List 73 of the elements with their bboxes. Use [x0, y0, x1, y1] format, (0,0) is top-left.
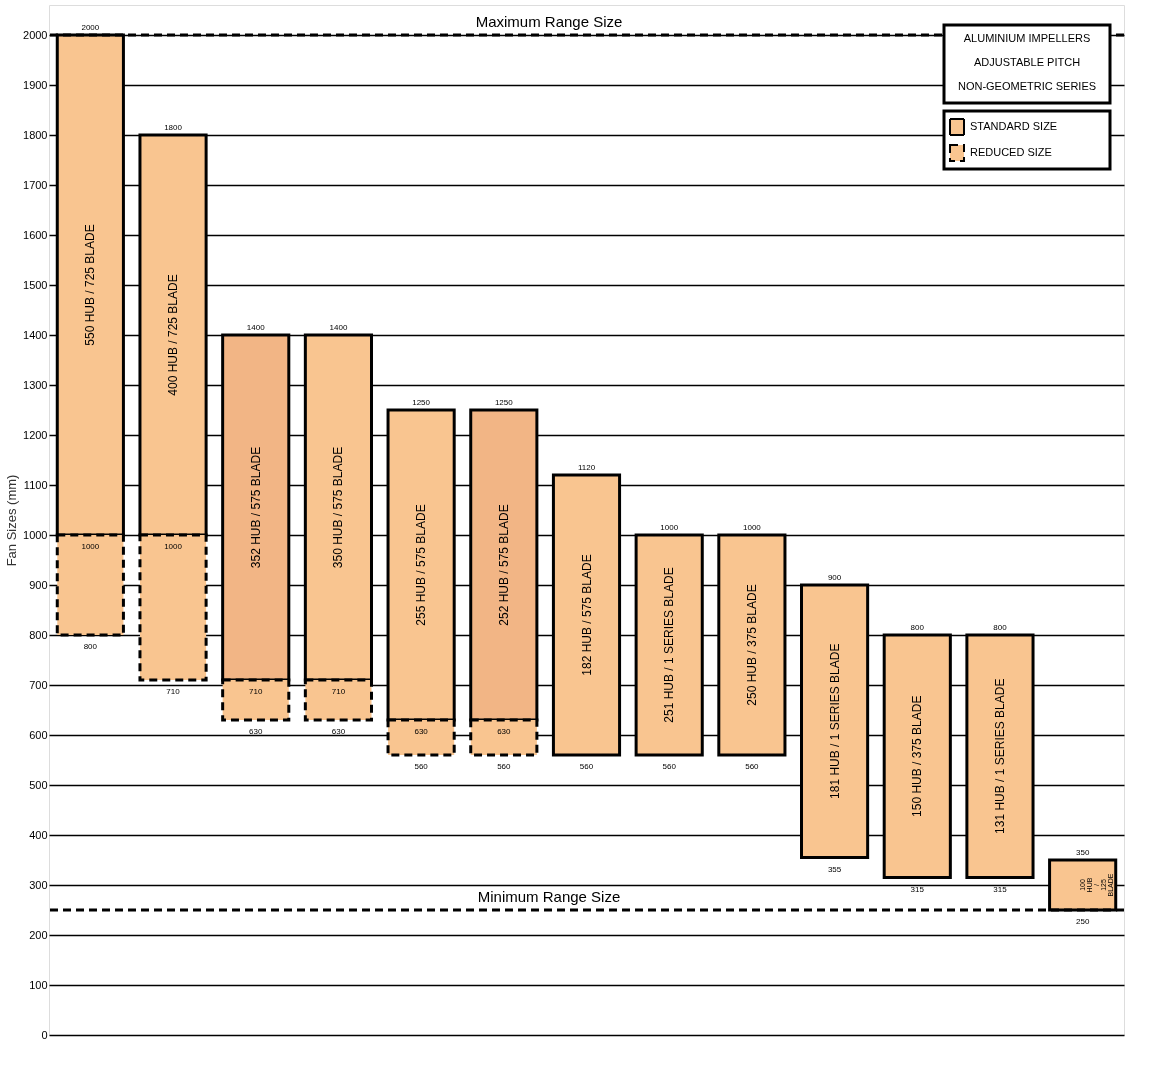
- y-tick-label: 1900: [23, 78, 48, 91]
- ref-line-label: Maximum Range Size: [475, 13, 623, 30]
- annotation: 710: [249, 687, 263, 696]
- annotation: 560: [745, 762, 760, 771]
- annotation: 1800: [164, 123, 183, 132]
- legend-label: REDUCED SIZE: [970, 146, 1052, 158]
- annotation: 2000: [81, 23, 100, 32]
- annotation: 560: [497, 762, 512, 771]
- annotation: 1000: [742, 523, 762, 532]
- annotation: 315: [993, 884, 1008, 894]
- annotation: 355: [827, 864, 842, 874]
- annotation: ADJUSTABLE PITCH: [973, 56, 1081, 68]
- annotation: 560: [662, 762, 677, 771]
- annotation: 800: [83, 642, 98, 651]
- annotation: 630: [497, 727, 512, 736]
- annotation: 900: [827, 573, 842, 582]
- annotation: ALUMINIUM IMPELLERS: [963, 32, 1091, 44]
- y-tick-label: 800: [29, 628, 48, 641]
- y-tick-label: 1800: [23, 128, 48, 141]
- annotation: 315: [910, 884, 925, 894]
- annotation: 800: [910, 623, 925, 632]
- x-tick-label: 352 HUB / 575 BLADE: [248, 446, 263, 569]
- annotation: 1400: [246, 323, 266, 332]
- y-tick-label: 1000: [23, 528, 48, 541]
- y-tick-label: 1200: [23, 428, 48, 441]
- y-tick-label: 1400: [23, 328, 48, 341]
- y-axis-title: Fan Sizes (mm): [4, 474, 20, 567]
- ref-line-label: Minimum Range Size: [477, 888, 621, 905]
- annotation: 350: [1075, 848, 1090, 857]
- legend-label: STANDARD SIZE: [970, 120, 1058, 132]
- x-tick-label: 400 HUB / 725 BLADE: [166, 274, 181, 396]
- annotation: NON-GEOMETRIC SERIES: [957, 80, 1097, 92]
- x-tick-label: 255 HUB / 575 BLADE: [414, 504, 429, 626]
- annotation: 1400: [329, 323, 348, 332]
- y-tick-label: 600: [29, 728, 48, 741]
- y-tick-label: 1700: [23, 178, 48, 191]
- x-tick-label: 550 HUB / 725 BLADE: [83, 224, 98, 346]
- x-tick-label: 250 HUB / 375 BLADE: [744, 584, 759, 706]
- x-tick-label: 182 HUB / 575 BLADE: [579, 554, 594, 676]
- y-tick-label: 500: [29, 778, 48, 791]
- x-tick-label: 251 HUB / 1 SERIES BLADE: [662, 567, 677, 723]
- annotation: 1120: [577, 463, 596, 472]
- annotation: 1000: [81, 542, 100, 551]
- annotation: 630: [414, 727, 429, 736]
- annotation: 1000: [660, 523, 679, 532]
- y-tick-label: 1500: [23, 278, 48, 291]
- x-tick-label: 252 HUB / 575 BLADE: [496, 504, 511, 626]
- y-tick-label: 1300: [23, 378, 48, 391]
- y-tick-label: 100: [29, 978, 48, 991]
- annotation: 630: [331, 727, 346, 736]
- annotation: 1250: [412, 398, 431, 407]
- y-tick-label: 700: [29, 678, 48, 691]
- annotation: 1250: [494, 398, 514, 407]
- y-tick-label: 1600: [23, 228, 48, 241]
- annotation: 1000: [164, 542, 183, 551]
- y-tick-label: 200: [29, 928, 48, 941]
- x-tick-label: 131 HUB / 1 SERIES BLADE: [992, 678, 1007, 834]
- y-tick-label: 900: [29, 578, 48, 591]
- x-tick-label: 181 HUB / 1 SERIES BLADE: [827, 643, 842, 799]
- y-tick-label: 2000: [23, 28, 48, 41]
- y-tick-label: 0: [41, 1028, 48, 1041]
- annotation: 250: [1075, 917, 1090, 926]
- annotation: 710: [166, 687, 181, 696]
- annotation: 630: [249, 727, 263, 736]
- annotation: 560: [579, 762, 594, 771]
- x-tick-label: 150 HUB / 375 BLADE: [910, 695, 925, 817]
- y-tick-label: 300: [29, 878, 48, 891]
- x-tick-label: 350 HUB / 575 BLADE: [331, 446, 346, 569]
- annotation: 560: [414, 762, 429, 771]
- annotation: 800: [993, 623, 1008, 632]
- y-tick-label: 400: [29, 828, 48, 841]
- annotation: 710: [331, 687, 346, 696]
- y-tick-label: 1100: [23, 478, 48, 491]
